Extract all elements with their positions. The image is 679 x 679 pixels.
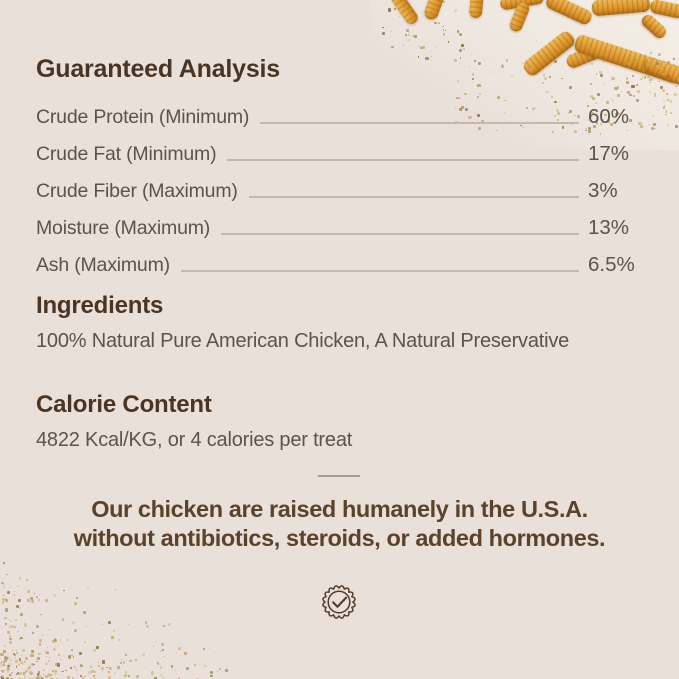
analysis-row-crude-protein: Crude Protein (Minimum) 60% xyxy=(36,92,646,129)
analysis-value: 60% xyxy=(588,105,630,128)
ingredients-text: 100% Natural Pure American Chicken, A Na… xyxy=(36,330,570,352)
analysis-label: Crude Fat (Minimum) xyxy=(36,143,217,165)
analysis-label: Crude Protein (Minimum) xyxy=(36,106,250,128)
leader-line xyxy=(248,196,579,198)
analysis-value: 17% xyxy=(588,142,630,165)
analysis-row-crude-fiber: Crude Fiber (Maximum) 3% xyxy=(36,166,646,203)
leader-line xyxy=(180,270,579,272)
analysis-row-ash: Ash (Maximum) 6.5% xyxy=(36,240,646,277)
analysis-label: Crude Fiber (Maximum) xyxy=(36,180,238,202)
seal-check-icon xyxy=(317,580,361,624)
claim-line-1: Our chicken are raised humanely in the U… xyxy=(91,496,588,522)
calorie-content-title: Calorie Content xyxy=(36,391,212,418)
analysis-label: Moisture (Maximum) xyxy=(36,217,211,239)
chicken-strip xyxy=(422,0,448,22)
chicken-strip xyxy=(468,0,485,19)
analysis-row-moisture: Moisture (Maximum) 13% xyxy=(36,203,646,240)
leader-line xyxy=(221,233,579,235)
analysis-label: Ash (Maximum) xyxy=(36,254,170,276)
guaranteed-analysis-title: Guaranteed Analysis xyxy=(36,55,280,83)
analysis-value: 3% xyxy=(588,179,618,202)
section-divider xyxy=(318,475,360,477)
chicken-strip xyxy=(544,0,594,27)
chicken-strip xyxy=(388,0,421,27)
claim-line-2: without antibiotics, steroids, or added … xyxy=(73,525,606,551)
chicken-strip xyxy=(591,0,651,17)
calorie-content-text: 4822 Kcal/KG, or 4 calories per treat xyxy=(36,429,353,451)
chicken-strip xyxy=(641,55,679,88)
analysis-value: 13% xyxy=(588,216,630,239)
guaranteed-analysis-table: Crude Protein (Minimum) 60% Crude Fat (M… xyxy=(36,92,646,277)
ingredients-title: Ingredients xyxy=(36,292,164,319)
chicken-strip xyxy=(639,12,669,41)
chicken-strip xyxy=(520,28,578,79)
leader-line xyxy=(227,159,579,161)
analysis-row-crude-fat: Crude Fat (Minimum) 17% xyxy=(36,129,646,166)
humane-claim-statement: Our chicken are raised humanely in the U… xyxy=(16,495,663,553)
leader-line xyxy=(260,122,579,124)
analysis-value: 6.5% xyxy=(588,253,635,276)
